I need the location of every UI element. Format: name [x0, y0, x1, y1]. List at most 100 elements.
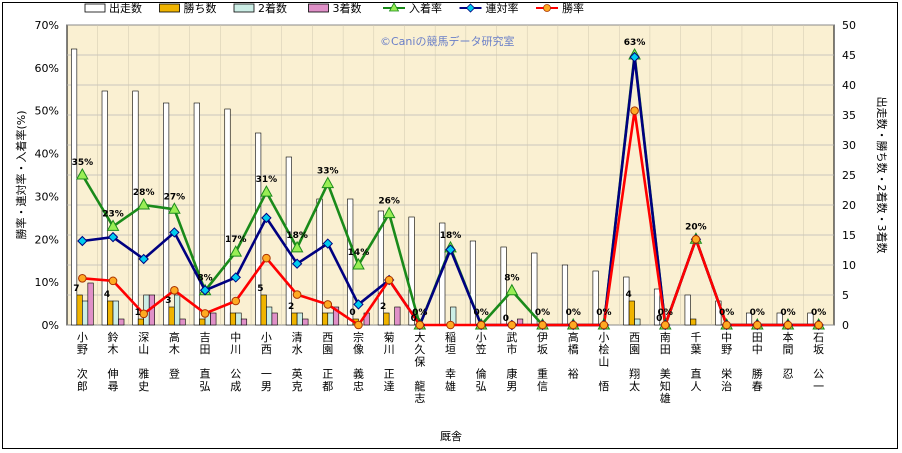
bar-seconds	[174, 294, 181, 326]
y-axis-right-label: 出走数・勝ち数・2着数・3着数	[875, 97, 889, 254]
watermark: ©Caniの競馬データ研究室	[380, 34, 514, 48]
marker-placed	[106, 219, 120, 231]
x-category-label: 武市 康男	[506, 331, 517, 393]
y-right-tick-label: 20	[842, 199, 856, 212]
bar-starts	[193, 102, 200, 326]
bar-wins	[76, 294, 83, 326]
marker-win	[200, 309, 210, 318]
y-left-tick-label: 50%	[35, 105, 59, 118]
legend-swatch	[84, 3, 106, 13]
x-category-label: 深山 雅史	[138, 331, 149, 393]
marker-win	[507, 320, 517, 330]
data-label-placed-rate: 0%	[719, 308, 734, 318]
bar-thirds	[332, 306, 340, 326]
data-label-placed-rate: 18%	[286, 231, 308, 241]
bar-wins	[199, 318, 206, 326]
x-category-label: 小桧山 悟	[598, 331, 609, 393]
bar-seconds	[296, 312, 303, 326]
data-label-placed-rate: 0%	[780, 308, 795, 318]
marker-top2	[261, 212, 272, 224]
x-category-label: 大久保 龍志	[414, 330, 425, 405]
data-label-wins: 4	[104, 290, 110, 300]
bar-thirds	[210, 312, 217, 326]
data-label-placed-rate: 17%	[225, 235, 247, 245]
marker-placed	[321, 176, 335, 189]
marker-win	[753, 320, 762, 330]
bar-wins	[383, 312, 390, 326]
bar-starts	[163, 102, 170, 326]
data-label-wins: 0	[503, 314, 509, 324]
bar-thirds	[394, 306, 401, 326]
marker-top2	[138, 253, 149, 265]
data-label-placed-rate: 18%	[440, 231, 462, 241]
bar-thirds	[271, 312, 278, 326]
marker-win	[262, 253, 271, 263]
data-label-placed-rate: 0%	[474, 308, 489, 318]
marker-top2	[169, 227, 180, 238]
bar-seconds	[327, 312, 334, 326]
marker-top2	[353, 299, 364, 310]
marker-placed	[137, 197, 151, 210]
y-axis-left-label: 勝率・連対率・入着率(%)	[14, 110, 28, 239]
data-label-placed-rate: 33%	[317, 167, 339, 177]
bar-seconds	[235, 312, 242, 326]
legend-label: 入着率	[409, 1, 442, 15]
data-label-placed-rate: 8%	[197, 274, 212, 284]
marker-win	[814, 320, 823, 330]
data-label-placed-rate: 0%	[811, 308, 826, 318]
x-category-label: 高橋 裕	[568, 330, 579, 381]
marker-win	[599, 320, 609, 330]
x-axis-label: 厩舎	[440, 430, 462, 443]
data-label-placed-rate: 0%	[566, 308, 581, 318]
y-right-tick-label: 40	[842, 79, 856, 92]
marker-win	[170, 285, 179, 295]
x-category-label: 小野 次郎	[77, 331, 88, 393]
bar-wins	[690, 318, 697, 326]
bar-starts	[408, 216, 415, 326]
bar-thirds	[87, 282, 94, 326]
data-label-placed-rate: 20%	[685, 222, 707, 232]
legend-label: 勝率	[562, 1, 584, 15]
marker-placed	[505, 283, 519, 296]
data-label-placed-rate: 8%	[504, 274, 519, 284]
bar-starts	[71, 48, 78, 326]
y-right-tick-label: 35	[842, 109, 856, 122]
marker-placed	[168, 202, 181, 214]
marker-top2	[199, 285, 211, 296]
marker-win	[538, 320, 547, 330]
bar-seconds	[112, 300, 119, 326]
x-category-label: 田中 勝春	[752, 331, 763, 393]
bar-wins	[628, 300, 635, 326]
x-category-label: 西園 翔太	[629, 331, 640, 393]
x-category-label: 伊坂 重信	[537, 331, 548, 393]
marker-top2	[445, 244, 456, 255]
bar-wins	[107, 300, 114, 326]
bar-seconds	[634, 318, 641, 326]
y-right-tick-label: 45	[842, 49, 856, 62]
legend-label: 勝ち数	[184, 1, 217, 15]
legend-label: 出走数	[109, 1, 142, 15]
y-right-tick-label: 25	[842, 169, 856, 182]
marker-win	[78, 273, 87, 283]
marker-win	[568, 320, 578, 330]
data-label-placed-rate: 35%	[72, 158, 94, 168]
bar-thirds	[240, 318, 248, 326]
marker-win	[384, 275, 394, 285]
data-label-wins: 1	[135, 308, 141, 318]
y-right-tick-label: 15	[842, 229, 856, 242]
bar-starts	[623, 276, 630, 326]
x-category-label: 清水 英克	[292, 331, 303, 393]
y-right-tick-label: 0	[842, 319, 849, 332]
marker-top2	[322, 238, 333, 249]
data-label-placed-rate: 0%	[596, 308, 611, 318]
marker-win	[691, 234, 701, 244]
data-label-placed-rate: 0%	[535, 308, 550, 318]
y-right-tick-label: 10	[842, 259, 856, 272]
legend-marker	[388, 2, 400, 12]
x-category-label: 西園 正都	[322, 331, 333, 393]
marker-win	[415, 320, 425, 330]
marker-win	[446, 320, 455, 330]
y-right-tick-label: 5	[842, 289, 849, 302]
bar-wins	[137, 318, 144, 326]
data-label-wins: 3	[165, 296, 171, 306]
